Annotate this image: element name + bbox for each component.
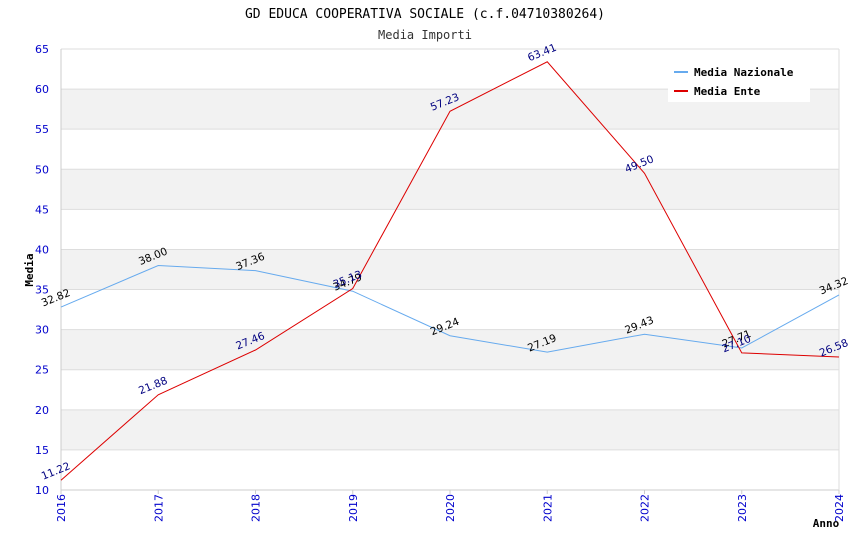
y-tick-label: 55 <box>35 123 49 136</box>
y-tick-label: 25 <box>35 364 49 377</box>
x-axis-label: Anno <box>813 517 840 530</box>
axes <box>60 49 840 494</box>
legend-box <box>668 60 810 102</box>
y-tick-label: 40 <box>35 243 49 256</box>
x-tick-label: 2024 <box>833 494 846 522</box>
x-tick-label: 2017 <box>152 494 165 522</box>
y-tick-label: 35 <box>35 284 49 297</box>
grid-lines <box>61 48 839 491</box>
y-tick-label: 30 <box>35 324 49 337</box>
y-tick-label: 10 <box>35 484 49 497</box>
chart-subtitle: Media Importi <box>378 28 472 42</box>
y-axis-ticks: 10 15 20 25 30 35 40 45 50 55 60 65 <box>35 43 49 497</box>
y-tick-label: 65 <box>35 43 49 56</box>
x-axis-ticks: 2016 2017 2018 2019 2020 2021 2022 2023 2024 <box>55 494 846 522</box>
series-lines <box>60 61 840 481</box>
x-tick-label: 2019 <box>347 494 360 522</box>
series-line-media-nazionale <box>60 264 840 353</box>
y-tick-label: 20 <box>35 404 49 417</box>
data-label: 21.88 <box>137 375 169 397</box>
legend-label: Media Nazionale <box>694 66 794 79</box>
data-label: 63.41 <box>526 42 558 64</box>
y-axis-label: Media <box>23 253 36 286</box>
x-tick-label: 2018 <box>250 494 263 522</box>
data-label: 11.22 <box>40 460 72 482</box>
series-line-media-ente <box>60 61 840 481</box>
grid-band <box>61 409 839 450</box>
x-tick-label: 2023 <box>736 494 749 522</box>
x-tick-label: 2022 <box>639 494 652 522</box>
y-tick-label: 15 <box>35 444 49 457</box>
grid-band <box>61 329 839 370</box>
y-tick-label: 45 <box>35 203 49 216</box>
legend: Media Nazionale Media Ente <box>668 60 810 102</box>
grid-bands <box>61 89 839 450</box>
legend-label: Media Ente <box>694 85 761 98</box>
grid-band <box>61 169 839 210</box>
y-tick-label: 50 <box>35 163 49 176</box>
x-tick-label: 2016 <box>55 494 68 522</box>
x-tick-label: 2021 <box>541 494 554 522</box>
chart-title: GD EDUCA COOPERATIVA SOCIALE (c.f.047103… <box>245 7 605 22</box>
grid-band <box>61 249 839 290</box>
x-tick-label: 2020 <box>444 494 457 522</box>
y-tick-label: 60 <box>35 83 49 96</box>
